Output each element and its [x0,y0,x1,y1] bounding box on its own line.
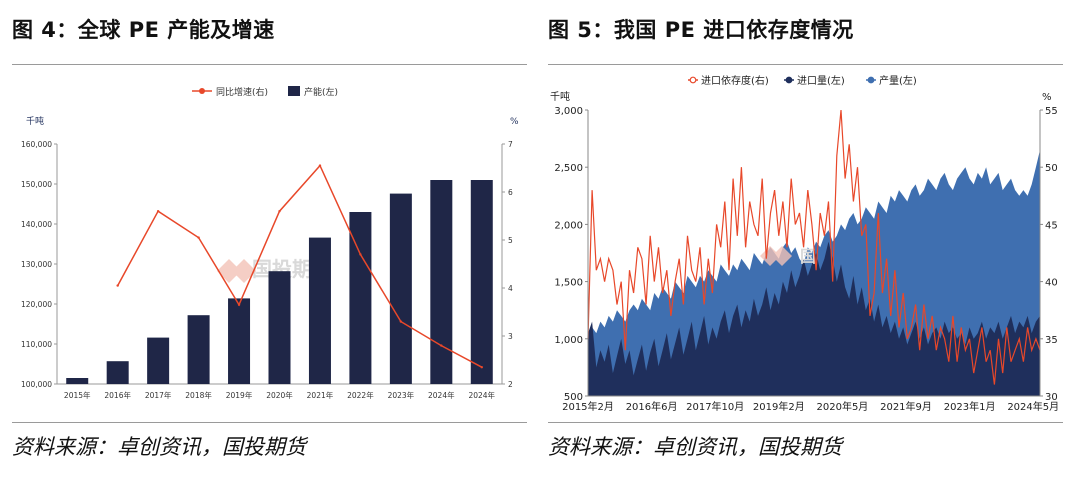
growth-rate-point [116,284,119,287]
right-top-rule [548,64,1063,65]
left-figure-panel: 图 4：全球 PE 产能及增速 100,000 110,000 120,000 130… [12,0,527,481]
right-tick-label: 3 [508,332,513,341]
left-tick-label: 150,000 [21,180,52,189]
x-tick-label: 2024年 [468,390,495,400]
left-tick-label: 1,000 [554,335,583,346]
growth-rate-point [399,320,403,323]
x-tick-label: 2020年5月 [817,400,869,413]
x-tick-label: 2020年 [266,390,293,400]
right-tick-label: 7 [508,140,513,149]
x-tick-label: 2017年10月 [686,400,744,413]
right-tick-label: 55 [1045,106,1058,117]
left-figure-title: 图 4：全球 PE 产能及增速 [12,18,275,42]
right-tick-label: 45 [1045,220,1058,231]
left-top-rule [12,64,527,65]
left-source-note: 资料来源：卓创资讯，国投期货 [12,435,306,459]
growth-rate-point [156,210,160,213]
right-figure-panel: 图 5：我国 PE 进口依存度情况 国 500 1,000 1,500 2,000 2,5… [548,0,1063,481]
legend-label-capacity: 产能(左) [304,86,338,98]
pe-import-dependency-chart: 国 500 1,000 1,500 2,000 2,500 3,000 30 35 40 45 50 5… [550,74,1059,413]
x-tick-label: 2019年2月 [753,400,805,413]
right-bottom-rule [548,422,1063,423]
legend-label: 产量(左) [879,74,917,87]
x-tick-label: 2021年 [307,390,334,400]
left-tick-label: 2,000 [554,220,583,231]
x-tick-label: 2023年 [388,390,415,400]
left-tick-label: 160,000 [21,140,52,149]
x-tick-label: 2016年 [104,390,131,400]
capacity-bar [147,337,170,384]
left-tick-label: 500 [564,392,583,403]
left-tick-label: 3,000 [554,106,583,117]
capacity-bar [470,180,493,384]
right-tick-label: 50 [1045,163,1058,174]
legend-marker [785,76,793,84]
capacity-bar [187,315,210,384]
left-tick-label: 130,000 [21,260,52,269]
left-bottom-rule [12,422,527,423]
right-tick-label: 30 [1045,392,1058,403]
capacity-bar [106,361,129,384]
right-tick-label: 40 [1045,278,1058,289]
legend-marker [689,76,697,84]
right-tick-label: 5 [508,236,513,245]
legend-bar-swatch [288,86,300,96]
right-tick-label: 35 [1045,335,1058,346]
growth-rate-point [237,303,241,306]
x-tick-label: 2015年2月 [562,400,614,413]
left-tick-label: 140,000 [21,220,52,229]
legend-line-marker [199,88,205,94]
growth-rate-line [117,164,483,368]
capacity-bar [349,212,372,384]
x-tick-label: 2022年 [347,390,374,400]
capacity-bar [430,180,453,384]
watermark-logo-icon [217,259,256,283]
x-tick-label: 2024年5月 [1007,400,1059,413]
left-tick-label: 100,000 [21,380,52,389]
growth-rate-point [197,236,200,239]
x-tick-label: 2021年9月 [880,400,932,413]
capacity-bar [66,378,89,384]
capacity-bar [228,298,251,384]
growth-rate-point [440,344,443,347]
left-tick-label: 120,000 [21,300,52,309]
left-tick-label: 2,500 [554,163,583,174]
right-tick-label: 6 [508,188,513,197]
legend-label-growth: 同比增速(右) [216,86,268,98]
x-tick-label: 2024年 [428,390,455,400]
right-source-note: 资料来源：卓创资讯，国投期货 [548,435,842,459]
import-volume-area [588,241,1040,396]
growth-rate-point [480,366,483,369]
left-axis-unit: 千吨 [26,115,44,127]
left-tick-label: 110,000 [21,340,52,349]
legend-label: 进口依存度(右) [701,74,769,87]
x-tick-label: 2018年 [185,390,212,400]
pe-capacity-chart: 100,000 110,000 120,000 130,000 140,000 150,0… [21,86,519,400]
left-tick-label: 1,500 [554,278,583,289]
x-tick-label: 2023年1月 [944,400,996,413]
legend-marker [867,76,875,84]
x-tick-label: 2015年 [64,390,91,400]
watermark-logo-icon [760,246,792,266]
watermark-text: 国 [800,247,816,266]
right-tick-label: 2 [508,380,513,389]
left-axis-unit: 千吨 [550,90,570,103]
right-axis-unit: % [510,117,519,127]
growth-rate-point [278,210,281,213]
capacity-bar [389,193,412,384]
capacity-bar [308,237,331,384]
x-tick-label: 2017年 [145,390,172,400]
legend-label: 进口量(左) [797,74,845,87]
x-tick-label: 2016年6月 [626,400,678,413]
growth-rate-point [359,253,362,256]
right-figure-title: 图 5：我国 PE 进口依存度情况 [548,18,854,42]
x-tick-label: 2019年 [226,390,253,400]
growth-rate-point [318,164,322,167]
import-dependency-line [587,109,1041,385]
capacity-bar [268,271,291,384]
right-tick-label: 4 [508,284,513,293]
right-axis-unit: % [1042,92,1052,103]
